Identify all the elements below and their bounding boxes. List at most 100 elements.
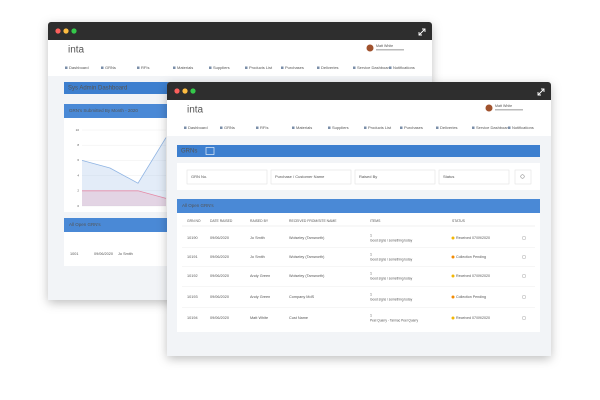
panel-header [64, 104, 168, 118]
label: 09/06/2020 [210, 295, 229, 299]
filter-input[interactable] [354, 169, 436, 185]
panel-header [64, 218, 168, 232]
window-button[interactable] [55, 28, 61, 34]
label: inta [187, 105, 204, 116]
grn-link[interactable]: 10191 [187, 255, 198, 259]
y-tick-label: 6 [77, 158, 79, 162]
filter-input[interactable] [270, 169, 352, 185]
y-tick-label: 10 [76, 128, 80, 132]
nav-link[interactable]: Service Dashboard [476, 125, 510, 130]
label: Good signs / something today [370, 297, 413, 301]
label: GRN No. [191, 174, 207, 179]
nav-link[interactable]: Deliveries [321, 65, 339, 70]
table-panel [177, 199, 540, 332]
nav-icon [245, 66, 248, 69]
line [81, 137, 167, 184]
table-header [177, 199, 540, 213]
nav-icon [472, 126, 475, 129]
line [82, 190, 167, 199]
action-icon[interactable] [521, 235, 527, 241]
label: Collection Pending [456, 295, 486, 299]
nav-link[interactable]: Products List [368, 125, 392, 130]
label: GRN's Submitted By Month - 2020 [69, 108, 138, 113]
nav-link[interactable]: GRNs [105, 65, 116, 70]
action-icon[interactable] [521, 315, 527, 321]
nav-link[interactable]: Notifications [393, 65, 415, 70]
nav-link[interactable]: Purchases [404, 125, 423, 130]
label: Status [443, 174, 454, 179]
grn-link[interactable]: 10193 [187, 295, 198, 299]
window-button[interactable] [190, 88, 196, 94]
nav-icon [364, 126, 367, 129]
page-title-bar [177, 145, 540, 157]
area [82, 137, 166, 206]
window-button[interactable] [71, 28, 77, 34]
nav-icon [137, 66, 140, 69]
title-bar-fill [167, 92, 551, 100]
y-tick-label: 2 [77, 189, 79, 193]
label: Wolseley (Tamworth) [289, 255, 325, 259]
status-dot [451, 236, 455, 240]
label: Received 07/09/2020 [456, 236, 490, 240]
window-button[interactable] [182, 88, 188, 94]
avatar [485, 104, 493, 112]
window-button[interactable] [63, 28, 69, 34]
nav-link[interactable]: Suppliers [213, 65, 230, 70]
nav-link[interactable]: RFIs [141, 65, 149, 70]
avatar [366, 44, 374, 52]
nav-link[interactable]: Notifications [512, 125, 534, 130]
nav-icon [184, 126, 187, 129]
nav-link[interactable]: RFIs [260, 125, 268, 130]
nav-link[interactable]: Dashboard [69, 65, 89, 70]
nav-link[interactable]: Dashboard [188, 125, 208, 130]
filter-input[interactable] [438, 169, 510, 185]
user-email [495, 109, 523, 111]
nav-icon [353, 66, 356, 69]
nav-link[interactable]: Materials [296, 125, 312, 130]
action-icon[interactable] [521, 254, 527, 260]
nav-icon [389, 66, 392, 69]
nav-link[interactable]: Service Dashboard [357, 65, 391, 70]
grn-link[interactable]: 10190 [187, 236, 198, 240]
grn-link[interactable]: 10194 [187, 316, 198, 320]
label: Matt White [376, 44, 393, 48]
filter-input[interactable] [186, 169, 268, 185]
label: 09/06/2020 [210, 274, 229, 278]
area [82, 190, 166, 206]
nav-icon [292, 126, 295, 129]
nav-link[interactable]: Materials [177, 65, 193, 70]
label: RAISED BY [250, 219, 269, 223]
expand-icon[interactable] [418, 28, 426, 36]
nav-icon [317, 66, 320, 69]
action-icon[interactable] [521, 294, 527, 300]
nav-link[interactable]: Purchases [285, 65, 304, 70]
label: Andy Green [250, 274, 270, 278]
action-icon[interactable] [521, 273, 527, 279]
expand-icon[interactable] [537, 88, 545, 96]
y-tick-label: 0 [77, 204, 79, 208]
label: Received 07/09/2020 [456, 316, 490, 320]
label: Wolseley (Tamworth) [289, 236, 325, 240]
search-button[interactable] [514, 169, 532, 185]
nav-icon [328, 126, 331, 129]
label: 09/06/2020 [210, 236, 229, 240]
label: Good signs / something today [370, 238, 413, 242]
grn-link[interactable]: 10192 [187, 274, 198, 278]
nav-link[interactable]: Suppliers [332, 125, 349, 130]
status-dot [451, 255, 455, 259]
label: 09/06/2020 [94, 252, 113, 256]
label: All Open GRN's [69, 222, 101, 227]
label: Raised By [359, 174, 377, 179]
nav-icon [220, 126, 223, 129]
nav-link[interactable]: Deliveries [440, 125, 458, 130]
label: RECEIVED FROM/SITE NAME [289, 219, 337, 223]
nav-link[interactable]: Products List [249, 65, 273, 70]
label: GRN NO [187, 219, 201, 223]
nav-icon [508, 126, 511, 129]
nav-icon [101, 66, 104, 69]
nav-link[interactable]: GRNs [224, 125, 235, 130]
window-button[interactable] [174, 88, 180, 94]
label: Received 07/09/2020 [456, 274, 490, 278]
label: STATUS [452, 219, 466, 223]
